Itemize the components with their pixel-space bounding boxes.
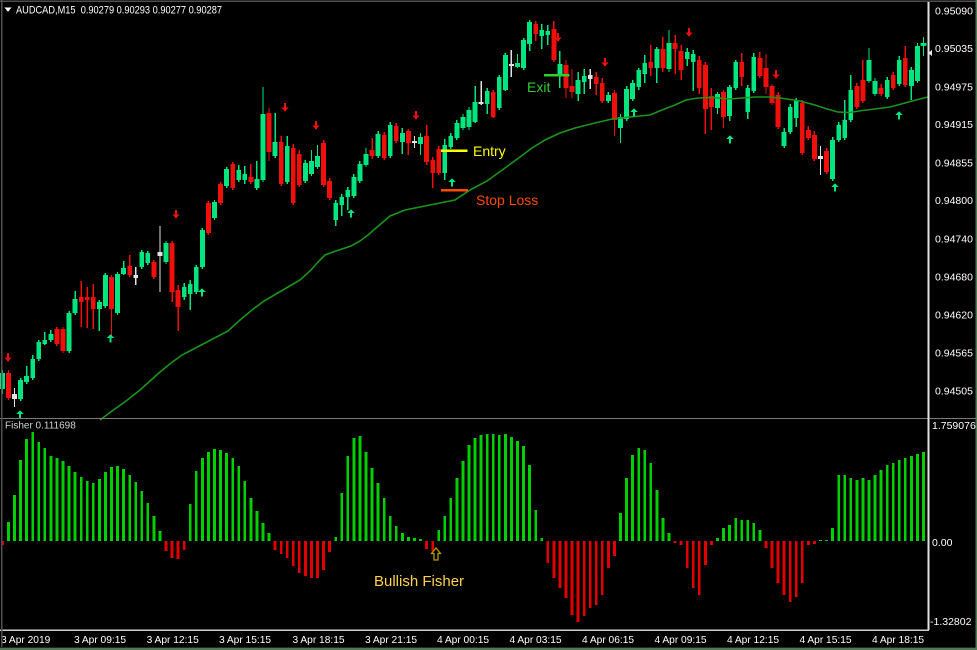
svg-text:0.95035: 0.95035 xyxy=(935,43,973,55)
svg-text:-1.32802: -1.32802 xyxy=(930,616,972,628)
svg-text:4 Apr 00:15: 4 Apr 00:15 xyxy=(437,635,489,646)
svg-text:Entry: Entry xyxy=(473,143,506,159)
svg-text:0.94740: 0.94740 xyxy=(935,234,973,246)
svg-text:3 Apr 09:15: 3 Apr 09:15 xyxy=(74,635,126,646)
svg-text:Stop Loss: Stop Loss xyxy=(476,192,538,208)
svg-text:0.94800: 0.94800 xyxy=(935,195,973,207)
svg-text:0.94975: 0.94975 xyxy=(935,81,973,93)
svg-text:AUDCAD,M15 0.90279 0.90293 0.: AUDCAD,M15 0.90279 0.90293 0.90277 0.902… xyxy=(16,5,222,17)
svg-text:0.94680: 0.94680 xyxy=(935,271,973,283)
svg-text:3 Apr 21:15: 3 Apr 21:15 xyxy=(365,635,417,646)
svg-text:4 Apr 18:15: 4 Apr 18:15 xyxy=(872,635,924,646)
svg-text:Fisher 0.111698: Fisher 0.111698 xyxy=(5,421,76,432)
svg-text:Exit: Exit xyxy=(527,79,550,95)
svg-text:0.94855: 0.94855 xyxy=(935,158,973,170)
svg-text:0.94620: 0.94620 xyxy=(935,310,973,322)
svg-text:0.94915: 0.94915 xyxy=(935,119,973,131)
svg-text:0.00: 0.00 xyxy=(932,537,953,549)
svg-text:4 Apr 06:15: 4 Apr 06:15 xyxy=(582,635,634,646)
svg-text:Bullish Fisher: Bullish Fisher xyxy=(374,573,464,590)
svg-text:3 Apr 2019: 3 Apr 2019 xyxy=(1,635,51,646)
svg-text:0.95090: 0.95090 xyxy=(935,5,973,17)
svg-text:4 Apr 09:15: 4 Apr 09:15 xyxy=(654,635,706,646)
svg-text:1.759076: 1.759076 xyxy=(932,420,976,432)
svg-text:0.94565: 0.94565 xyxy=(935,347,973,359)
svg-text:4 Apr 03:15: 4 Apr 03:15 xyxy=(509,635,561,646)
svg-text:3 Apr 15:15: 3 Apr 15:15 xyxy=(219,635,271,646)
svg-text:0.94505: 0.94505 xyxy=(935,386,973,398)
svg-text:4 Apr 12:15: 4 Apr 12:15 xyxy=(727,635,779,646)
svg-text:3 Apr 18:15: 3 Apr 18:15 xyxy=(292,635,344,646)
svg-text:4 Apr 15:15: 4 Apr 15:15 xyxy=(799,635,851,646)
svg-text:3 Apr 12:15: 3 Apr 12:15 xyxy=(147,635,199,646)
